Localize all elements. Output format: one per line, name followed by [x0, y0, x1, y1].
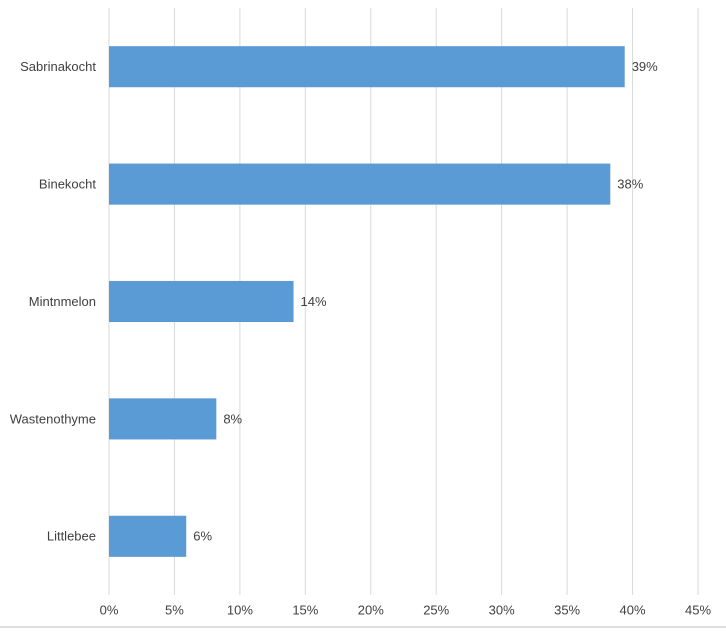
bar — [109, 46, 625, 88]
x-tick-label: 5% — [165, 602, 184, 617]
x-tick-label: 25% — [423, 602, 449, 617]
bar — [109, 515, 187, 557]
x-tick-label: 0% — [100, 602, 119, 617]
value-label: 14% — [301, 294, 327, 309]
y-tick-label: Wastenothyme — [10, 411, 96, 426]
x-tick-label: 45% — [685, 602, 711, 617]
bar — [109, 163, 611, 205]
bar — [109, 280, 294, 323]
x-tick-label: 35% — [554, 602, 580, 617]
value-label: 38% — [617, 177, 643, 192]
x-tick-label: 30% — [489, 602, 515, 617]
bar — [109, 398, 217, 440]
x-tick-label: 40% — [620, 602, 646, 617]
x-tick-label: 15% — [292, 602, 318, 617]
value-label: 39% — [632, 59, 658, 74]
y-tick-label: Mintnmelon — [29, 294, 96, 309]
value-label: 8% — [223, 411, 242, 426]
x-tick-label: 10% — [227, 602, 253, 617]
value-label: 6% — [193, 529, 212, 544]
x-tick-label: 20% — [358, 602, 384, 617]
y-tick-label: Littlebee — [47, 529, 96, 544]
y-tick-label: Sabrinakocht — [20, 59, 96, 74]
y-tick-label: Binekocht — [39, 177, 96, 192]
